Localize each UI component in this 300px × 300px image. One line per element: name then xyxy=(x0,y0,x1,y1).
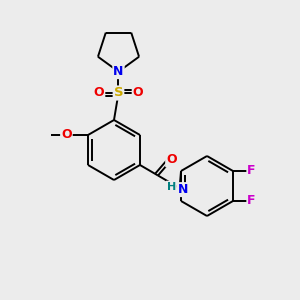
Text: O: O xyxy=(94,86,104,100)
Text: N: N xyxy=(177,183,188,196)
Text: O: O xyxy=(61,128,72,142)
Text: O: O xyxy=(166,153,177,167)
Text: O: O xyxy=(133,86,143,100)
Text: N: N xyxy=(113,65,124,78)
Text: S: S xyxy=(114,86,123,100)
Text: F: F xyxy=(247,164,256,178)
Text: H: H xyxy=(167,182,176,192)
Text: F: F xyxy=(247,194,256,208)
